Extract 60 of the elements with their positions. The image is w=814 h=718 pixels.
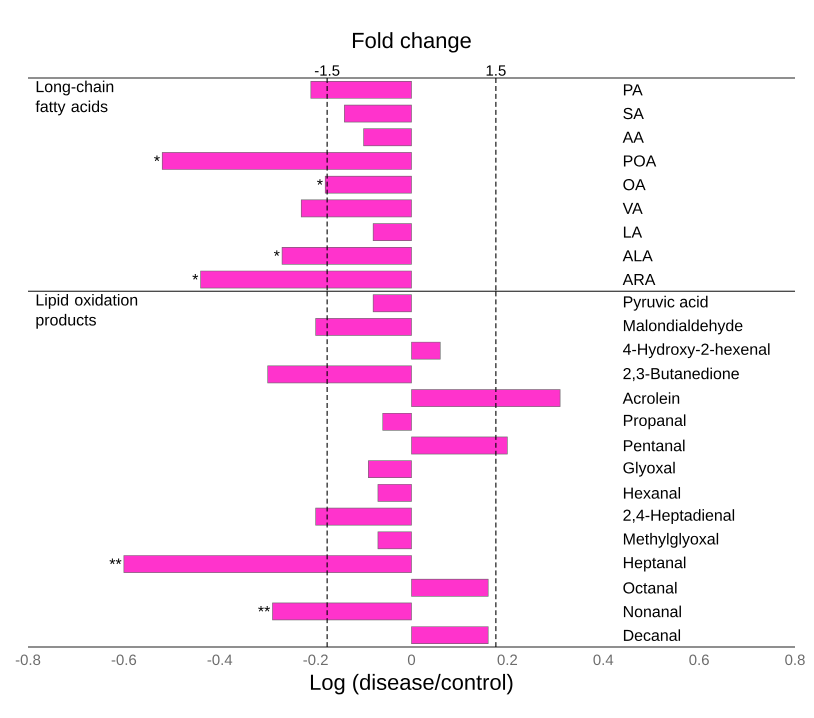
x-axis-title: Log (disease/control) xyxy=(310,674,512,694)
text: 1.5 xyxy=(486,65,506,76)
annotation: Long-chain fatty acids xyxy=(36,80,114,116)
category-label: LA xyxy=(624,226,642,238)
x-tick-label: -0.4 xyxy=(208,654,232,666)
category-label: PA xyxy=(624,84,643,96)
x-tick-label: -0.2 xyxy=(303,654,328,666)
bar xyxy=(378,531,412,550)
bar xyxy=(378,484,412,502)
x-tick-label: 0.2 xyxy=(498,654,518,666)
category-label: SA xyxy=(623,108,644,120)
category-label: Nonanal xyxy=(624,606,681,618)
annotation: * xyxy=(274,250,280,256)
bar xyxy=(124,555,412,573)
annotation: * xyxy=(154,155,160,162)
bar xyxy=(368,460,412,478)
category-label: POA xyxy=(624,155,656,167)
bar xyxy=(411,436,508,454)
category-label: OA xyxy=(623,179,646,190)
bar xyxy=(382,412,412,431)
category-label: Acrolein xyxy=(622,392,680,404)
category-label: Decanal xyxy=(624,629,680,642)
x-tick-label: 0.4 xyxy=(593,654,614,666)
annotation: * xyxy=(192,274,198,280)
x-tick-label: 0 xyxy=(408,654,416,666)
category-label: 4-Hydroxy-2-hexenal xyxy=(622,343,770,358)
bar xyxy=(411,626,489,644)
category-label: VA xyxy=(622,202,643,214)
category-label: Hexanal xyxy=(624,487,680,499)
annotation: ** xyxy=(258,606,270,612)
annotation: Lipid oxidation products xyxy=(36,294,138,329)
category-label: Glyoxal xyxy=(623,462,675,477)
chart-title: Fold change xyxy=(352,32,471,53)
category-label: ARA xyxy=(622,274,656,286)
bar xyxy=(411,389,560,407)
category-label: 2,4-Heptadienal xyxy=(623,509,734,524)
bar xyxy=(411,342,441,360)
x-tick-label: -0.6 xyxy=(112,654,136,666)
text: -1.5 xyxy=(314,65,340,76)
category-label: Heptanal xyxy=(624,556,686,572)
annotation: * xyxy=(317,179,323,185)
category-label: Pentanal xyxy=(624,440,684,452)
bar xyxy=(372,294,412,312)
category-label: Pyruvic acid xyxy=(624,296,708,311)
x-tick-label: -0.8 xyxy=(16,654,40,666)
x-tick-label: 0.8 xyxy=(785,654,805,666)
bar xyxy=(315,318,412,336)
category-label: AA xyxy=(622,132,644,143)
category-label: Methylglyoxal xyxy=(624,532,718,548)
x-tick-label: 0.6 xyxy=(689,654,709,666)
bar xyxy=(267,366,412,384)
category-label: Propanal xyxy=(624,414,686,430)
bar xyxy=(411,578,489,597)
bar xyxy=(272,602,412,620)
category-label: Octanal xyxy=(623,582,676,594)
category-label: Malondialdehyde xyxy=(624,320,742,334)
category-label: 2,3-Butanedione xyxy=(623,368,739,382)
bar xyxy=(315,508,412,526)
annotation: ** xyxy=(110,558,122,564)
category-label: ALA xyxy=(622,250,653,262)
